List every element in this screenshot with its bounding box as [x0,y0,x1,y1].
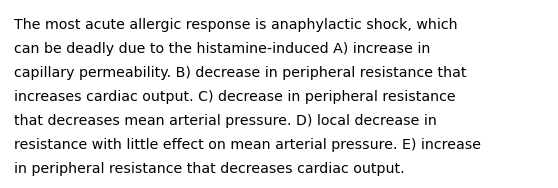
Text: in peripheral resistance that decreases cardiac output.: in peripheral resistance that decreases … [14,162,405,176]
Text: The most acute allergic response is anaphylactic shock, which: The most acute allergic response is anap… [14,18,458,32]
Text: resistance with little effect on mean arterial pressure. E) increase: resistance with little effect on mean ar… [14,138,481,152]
Text: increases cardiac output. C) decrease in peripheral resistance: increases cardiac output. C) decrease in… [14,90,456,104]
Text: that decreases mean arterial pressure. D) local decrease in: that decreases mean arterial pressure. D… [14,114,437,128]
Text: capillary permeability. B) decrease in peripheral resistance that: capillary permeability. B) decrease in p… [14,66,466,80]
Text: can be deadly due to the histamine-induced A) increase in: can be deadly due to the histamine-induc… [14,42,430,56]
